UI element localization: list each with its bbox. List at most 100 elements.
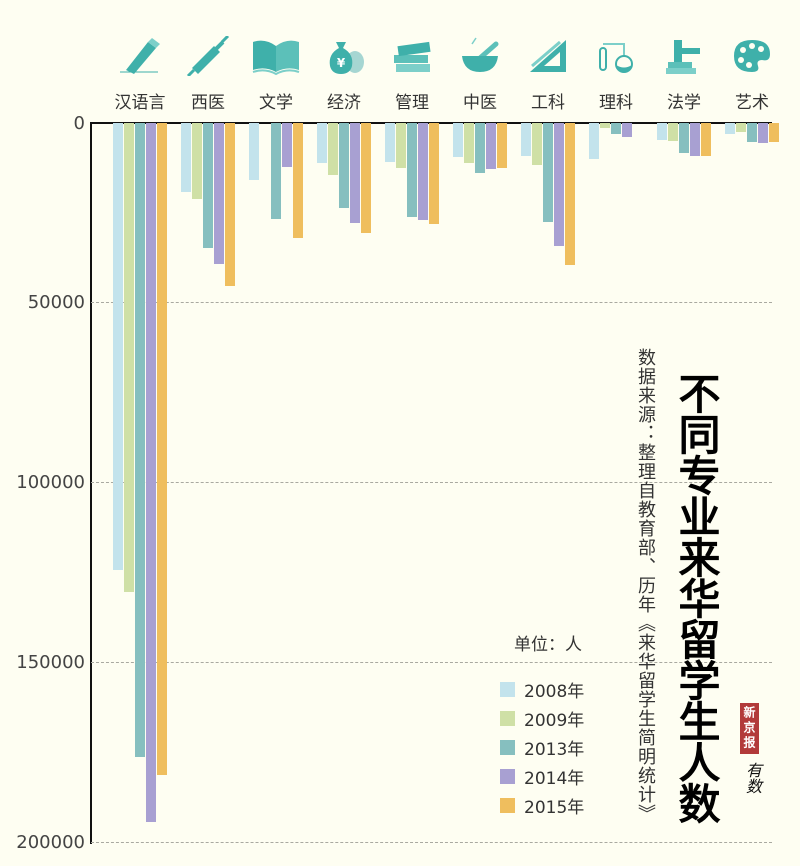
category-label: 文学 <box>259 93 293 113</box>
legend-swatch <box>500 682 515 697</box>
bar-2014-6 <box>554 123 564 247</box>
bar-2008-4 <box>385 123 395 162</box>
bar-2008-9 <box>725 123 735 135</box>
legend-label: 2009年 <box>524 711 585 731</box>
bar-2015-0 <box>157 123 167 775</box>
set-square-icon <box>514 30 582 82</box>
y-tick-150000: 150000 <box>16 652 85 673</box>
category-0: 汉语言 <box>106 30 174 113</box>
gavel-icon <box>650 30 718 82</box>
legend-item-2015: 2015年 <box>500 793 584 818</box>
y-tick-0: 0 <box>73 113 85 134</box>
bar-2013-1 <box>203 123 213 249</box>
book-icon <box>242 30 310 82</box>
bar-2008-6 <box>521 123 531 156</box>
category-9: 艺术 <box>718 30 786 113</box>
bar-2013-5 <box>475 123 485 174</box>
bar-2008-8 <box>657 123 667 140</box>
brand-logo: 新京报 有数 <box>740 703 762 794</box>
bar-2013-6 <box>543 123 553 222</box>
bar-2008-7 <box>589 123 599 159</box>
legend-label: 2014年 <box>524 769 585 789</box>
legend-swatch <box>500 798 515 813</box>
category-8: 法学 <box>650 30 718 113</box>
bar-2009-4 <box>396 123 406 168</box>
bar-2009-8 <box>668 123 678 141</box>
category-label: 工科 <box>531 93 565 113</box>
legend-swatch <box>500 769 515 784</box>
bar-2013-4 <box>407 123 417 218</box>
bar-2015-4 <box>429 123 439 225</box>
money-bag-icon: ¥ <box>310 30 378 82</box>
legend-item-2013: 2013年 <box>500 735 584 760</box>
category-label: 艺术 <box>735 93 769 113</box>
lab-flask-icon <box>582 30 650 82</box>
bar-2008-3 <box>317 123 327 164</box>
legend-label: 2013年 <box>524 740 585 760</box>
legend-item-2014: 2014年 <box>500 764 584 789</box>
bar-2015-2 <box>293 123 303 239</box>
brand-sub: 有数 <box>743 762 762 794</box>
category-label: 经济 <box>327 93 361 113</box>
legend-label: 2008年 <box>524 682 585 702</box>
bar-2009-0 <box>124 123 134 593</box>
bar-2014-9 <box>758 123 768 144</box>
gridline-200000 <box>91 842 772 843</box>
category-label: 中医 <box>463 93 497 113</box>
category-3: ¥ 经济 <box>310 30 378 113</box>
bar-2013-9 <box>747 123 757 143</box>
bar-2008-2 <box>249 123 259 180</box>
bar-2015-8 <box>701 123 711 156</box>
category-label: 西医 <box>191 93 225 113</box>
gridline-150000 <box>91 662 772 663</box>
bar-2015-5 <box>497 123 507 168</box>
category-label: 理科 <box>599 93 633 113</box>
category-label: 汉语言 <box>114 93 166 113</box>
bar-2013-0 <box>135 123 145 757</box>
brand-name: 新京报 <box>740 703 759 754</box>
legend-swatch <box>500 711 515 726</box>
syringe-icon <box>174 30 242 82</box>
category-5: 中医 <box>446 30 514 113</box>
bar-2014-0 <box>146 123 156 823</box>
bar-2009-5 <box>464 123 474 163</box>
bar-2013-2 <box>271 123 281 220</box>
category-4: 管理 <box>378 30 446 113</box>
bar-2015-1 <box>225 123 235 287</box>
y-tick-50000: 50000 <box>27 292 85 313</box>
bar-2014-8 <box>690 123 700 156</box>
bar-2009-3 <box>328 123 338 176</box>
category-6: 工科 <box>514 30 582 113</box>
gridline-50000 <box>91 302 772 303</box>
gridline-100000 <box>91 482 772 483</box>
bar-2009-9 <box>736 123 746 132</box>
bar-2015-6 <box>565 123 575 265</box>
category-label: 管理 <box>395 93 429 113</box>
pencil-icon <box>106 30 174 82</box>
legend-item-2008: 2008年 <box>500 677 584 702</box>
y-tick-200000: 200000 <box>16 832 85 853</box>
category-1: 西医 <box>174 30 242 113</box>
bar-2009-6 <box>532 123 542 166</box>
svg-text:¥: ¥ <box>337 56 346 70</box>
data-source: 数据来源：整理自教育部、历年《来华留学生简明统计》 <box>635 348 656 823</box>
category-label: 法学 <box>667 93 701 113</box>
bar-2015-3 <box>361 123 371 234</box>
bar-2013-8 <box>679 123 689 153</box>
bar-2014-4 <box>418 123 428 220</box>
bar-2014-7 <box>622 123 632 138</box>
category-2: 文学 <box>242 30 310 113</box>
bar-2015-9 <box>769 123 779 143</box>
bar-2013-3 <box>339 123 349 208</box>
legend-swatch <box>500 740 515 755</box>
bar-2013-7 <box>611 123 621 135</box>
bar-2009-1 <box>192 123 202 199</box>
bar-2014-1 <box>214 123 224 265</box>
bar-2008-0 <box>113 123 123 571</box>
unit-label: 单位：人 <box>514 635 582 655</box>
bar-2014-2 <box>282 123 292 167</box>
mortar-pestle-icon <box>446 30 514 82</box>
legend-label: 2015年 <box>524 798 585 818</box>
bar-2008-5 <box>453 123 463 157</box>
books-stack-icon <box>378 30 446 82</box>
